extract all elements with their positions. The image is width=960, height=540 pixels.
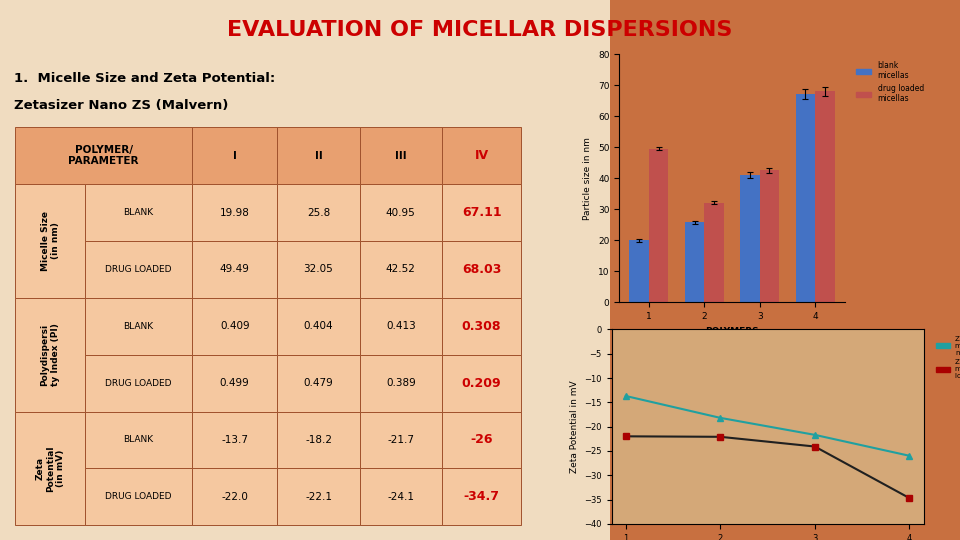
FancyBboxPatch shape xyxy=(85,355,192,411)
Text: BLANK: BLANK xyxy=(124,322,154,330)
Text: POLYMER/
PARAMETER: POLYMER/ PARAMETER xyxy=(68,145,139,166)
Text: 0.413: 0.413 xyxy=(386,321,416,331)
Text: I: I xyxy=(232,151,236,161)
FancyBboxPatch shape xyxy=(442,127,521,184)
FancyBboxPatch shape xyxy=(192,355,277,411)
Text: -22.0: -22.0 xyxy=(221,492,248,502)
FancyBboxPatch shape xyxy=(85,298,192,355)
Bar xyxy=(796,94,815,302)
Text: Zetasizer Nano ZS (Malvern): Zetasizer Nano ZS (Malvern) xyxy=(14,99,228,112)
FancyBboxPatch shape xyxy=(15,127,192,184)
Text: Polydispersi
ty Index (PI): Polydispersi ty Index (PI) xyxy=(40,323,60,386)
Text: 32.05: 32.05 xyxy=(303,265,333,274)
FancyBboxPatch shape xyxy=(442,468,521,525)
Text: 67.11: 67.11 xyxy=(462,206,501,219)
Bar xyxy=(649,148,668,302)
FancyBboxPatch shape xyxy=(277,411,360,468)
FancyBboxPatch shape xyxy=(277,241,360,298)
FancyBboxPatch shape xyxy=(360,468,442,525)
FancyBboxPatch shape xyxy=(277,298,360,355)
Text: 49.49: 49.49 xyxy=(220,265,250,274)
FancyBboxPatch shape xyxy=(192,184,277,241)
Text: -18.2: -18.2 xyxy=(305,435,332,445)
FancyBboxPatch shape xyxy=(360,241,442,298)
FancyBboxPatch shape xyxy=(85,468,192,525)
FancyBboxPatch shape xyxy=(360,411,442,468)
Bar xyxy=(630,240,649,302)
Text: -24.1: -24.1 xyxy=(387,492,415,502)
Text: Zeta
Potential
(in mV): Zeta Potential (in mV) xyxy=(36,445,65,491)
FancyBboxPatch shape xyxy=(442,184,521,241)
Bar xyxy=(815,91,834,302)
FancyBboxPatch shape xyxy=(15,411,85,525)
FancyBboxPatch shape xyxy=(85,241,192,298)
Text: 0.389: 0.389 xyxy=(386,378,416,388)
FancyBboxPatch shape xyxy=(15,298,85,411)
Text: EVALUATION OF MICELLAR DISPERSIONS: EVALUATION OF MICELLAR DISPERSIONS xyxy=(228,19,732,40)
FancyBboxPatch shape xyxy=(192,468,277,525)
Text: II: II xyxy=(315,151,323,161)
Bar xyxy=(684,222,705,302)
Text: 0.499: 0.499 xyxy=(220,378,250,388)
FancyBboxPatch shape xyxy=(360,184,442,241)
Text: -13.7: -13.7 xyxy=(221,435,249,445)
Text: 25.8: 25.8 xyxy=(307,207,330,218)
Text: BLANK: BLANK xyxy=(124,435,154,444)
Text: 1.  Micelle Size and Zeta Potential:: 1. Micelle Size and Zeta Potential: xyxy=(14,72,276,85)
Text: 0.404: 0.404 xyxy=(303,321,333,331)
Text: 68.03: 68.03 xyxy=(462,263,501,276)
Bar xyxy=(705,203,724,302)
Text: 42.52: 42.52 xyxy=(386,265,416,274)
FancyBboxPatch shape xyxy=(277,184,360,241)
Bar xyxy=(759,171,780,302)
Text: -26: -26 xyxy=(470,434,492,447)
Text: 0.209: 0.209 xyxy=(462,376,501,389)
Bar xyxy=(740,176,759,302)
FancyBboxPatch shape xyxy=(360,355,442,411)
Bar xyxy=(0,0,610,540)
FancyBboxPatch shape xyxy=(85,411,192,468)
Legend: Zeta potential in
mV for blank
micellas, Zeta potential in
mV for drug
loaded mi: Zeta potential in mV for blank micellas,… xyxy=(933,333,960,382)
FancyBboxPatch shape xyxy=(360,127,442,184)
Text: 19.98: 19.98 xyxy=(220,207,250,218)
FancyBboxPatch shape xyxy=(192,127,277,184)
FancyBboxPatch shape xyxy=(277,127,360,184)
FancyBboxPatch shape xyxy=(277,355,360,411)
Text: 0.308: 0.308 xyxy=(462,320,501,333)
Text: DRUG LOADED: DRUG LOADED xyxy=(106,379,172,388)
FancyBboxPatch shape xyxy=(85,184,192,241)
Text: DRUG LOADED: DRUG LOADED xyxy=(106,265,172,274)
Y-axis label: Zeta Potential in mV: Zeta Potential in mV xyxy=(569,380,579,473)
FancyBboxPatch shape xyxy=(192,411,277,468)
Legend: blank
micellas, drug loaded
micellas: blank micellas, drug loaded micellas xyxy=(853,58,927,106)
Text: -22.1: -22.1 xyxy=(305,492,332,502)
FancyBboxPatch shape xyxy=(442,241,521,298)
Text: 40.95: 40.95 xyxy=(386,207,416,218)
Text: 0.409: 0.409 xyxy=(220,321,250,331)
Text: DRUG LOADED: DRUG LOADED xyxy=(106,492,172,501)
Text: BLANK: BLANK xyxy=(124,208,154,217)
Text: -34.7: -34.7 xyxy=(464,490,499,503)
FancyBboxPatch shape xyxy=(442,298,521,355)
FancyBboxPatch shape xyxy=(192,298,277,355)
FancyBboxPatch shape xyxy=(442,411,521,468)
FancyBboxPatch shape xyxy=(15,184,85,298)
Text: 0.479: 0.479 xyxy=(303,378,333,388)
FancyBboxPatch shape xyxy=(192,241,277,298)
Text: IV: IV xyxy=(474,149,489,162)
X-axis label: POLYMERS: POLYMERS xyxy=(706,327,758,336)
FancyBboxPatch shape xyxy=(442,355,521,411)
Text: -21.7: -21.7 xyxy=(387,435,415,445)
FancyBboxPatch shape xyxy=(277,468,360,525)
Text: Micelle Size
(in nm): Micelle Size (in nm) xyxy=(40,211,60,271)
Y-axis label: Particle size in nm: Particle size in nm xyxy=(584,137,592,220)
FancyBboxPatch shape xyxy=(360,298,442,355)
Text: III: III xyxy=(395,151,407,161)
